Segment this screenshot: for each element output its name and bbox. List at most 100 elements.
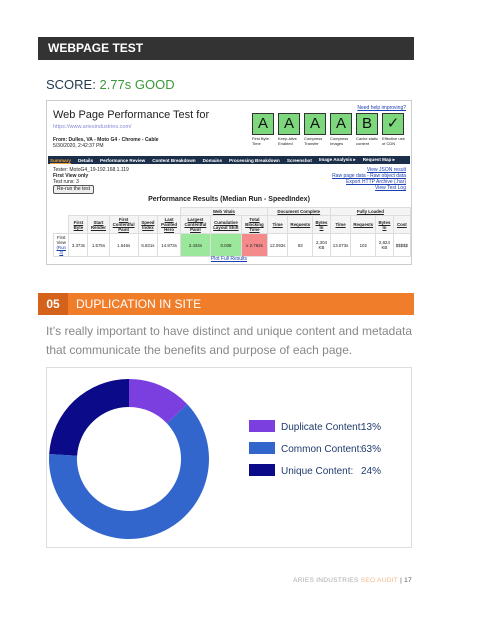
screenshot: Web Page Performance Test for https://ww… [46, 100, 412, 265]
grade: A [304, 113, 326, 135]
column-header: Time [329, 215, 352, 234]
table-value: 2,304 KB [312, 233, 331, 257]
table-row: Web Vitals Document Complete Fully Loaded [54, 207, 412, 216]
column-header: Cost [392, 215, 412, 234]
column-header: Cumulative Layout Shift [209, 215, 243, 234]
wpt-date: 5/30/2020, 2:42:37 PM [53, 143, 104, 149]
table-value: 1.575s [87, 233, 110, 257]
pie-slice [129, 379, 188, 424]
column-header: Bytes In [375, 215, 394, 234]
row-label: First View (Run 3) [52, 233, 70, 257]
result-link: Export HTTP Archive (.har) [346, 179, 406, 185]
score-label: SCORE: [46, 77, 96, 92]
group-header: Web Vitals [180, 207, 268, 216]
wpt-title: Web Page Performance Test for [53, 109, 210, 121]
table-value: 6.831s [137, 233, 159, 257]
legend-label: Unique Content: [281, 466, 353, 477]
wpt-view: First View only [53, 173, 89, 179]
table-value: 14.873s [157, 233, 182, 257]
value-label: 13% [361, 422, 381, 433]
column-header: Speed Index [137, 215, 159, 234]
wpt-help: Need help improving? [357, 105, 406, 111]
table-value: 93 [287, 233, 314, 257]
group-header: Fully Loaded [329, 207, 412, 216]
column-header: Largest Contentful Paint [180, 215, 211, 234]
footer-page: | 17 [400, 577, 412, 584]
wpt-from: From: Dulles, VA - Moto G4 - Chrome - Ca… [53, 137, 159, 143]
chart: Duplicate Content:13% Common Content:63% U… [48, 379, 381, 539]
section-bar: 05 DUPLICATION IN SITE [38, 293, 414, 315]
grade: B [356, 113, 378, 135]
tab: Processing Breakdown [229, 157, 280, 163]
column-header: Requests [287, 215, 314, 234]
tab: Domains [202, 157, 223, 163]
table-value: 13.073s [329, 233, 352, 257]
legend-label: Duplicate Content: [281, 422, 363, 433]
grade-label: Effective use of CDN [382, 136, 405, 146]
tabs: Summary Details Performance Review Content … [48, 156, 410, 164]
table-row: First Byte Start Render First Contentful P… [54, 215, 412, 234]
grade-label: Cache static content [356, 136, 379, 146]
column-header: Last Painted Hero [157, 215, 182, 234]
tab: Image Analysis ▸ [318, 157, 356, 162]
grade: A [330, 113, 352, 135]
legend-swatch [249, 464, 275, 476]
table-value: 1.546s [108, 233, 139, 257]
grade-label: First Byte Time [252, 136, 269, 146]
table-row: First View (Run 3) 3.373s 1.575s 1.546s 6.831… [52, 233, 412, 257]
results-title: Performance Results (Median Run - SpeedI… [148, 196, 310, 203]
footer-company: ARIES INDUSTRIES [293, 577, 359, 584]
section-header: WEBPAGE TEST [38, 37, 414, 60]
wpt-tester: Tester: MotoG4_19-192.168.1.119 [53, 167, 129, 173]
tab: Performance Review [100, 157, 146, 163]
wpt-runs: Test runs: 3 [53, 179, 79, 185]
grade: A [252, 113, 274, 135]
results-table: Web Vitals Document Complete Fully Loaded F… [52, 207, 412, 257]
table-cell [54, 216, 69, 234]
legend-swatch [249, 420, 275, 432]
result-link: View Test Log [375, 185, 406, 191]
result-link: View JSON result [366, 167, 406, 173]
score: SCORE: 2.77s GOOD [46, 77, 175, 92]
pie-slice [48, 404, 209, 539]
column-header: Time [266, 215, 289, 234]
table-value: 3.373s [68, 233, 89, 257]
tab: Summary [50, 157, 71, 163]
column-header: Total Blocking Time [241, 215, 268, 234]
plot-link: Plot Full Results [210, 256, 248, 262]
table-value: ≥ 2.762s [241, 233, 268, 257]
section-title: DUPLICATION IN SITE [76, 297, 202, 311]
grade-label: Compress Transfer [304, 136, 323, 146]
column-header: Bytes In [312, 215, 331, 234]
value-label: 63% [361, 444, 381, 455]
column-header: First Byte [68, 215, 89, 234]
column-header: First Contentful Paint [108, 215, 139, 234]
table-cell [54, 208, 181, 216]
column-header: Requests [350, 215, 377, 234]
chart-box: Duplicate Content: 13% Common Content: 63% U… [46, 367, 412, 548]
grade-label: Keep-alive Enabled [278, 136, 297, 146]
legend-label: Common Content: [281, 444, 362, 455]
result-link: Raw page data - Raw object data [332, 173, 406, 179]
score-value: 2.77s GOOD [99, 77, 175, 92]
grade: A [278, 113, 300, 135]
footer: ARIES INDUSTRIES SEO AUDIT | 17 [293, 577, 412, 584]
paragraph: It’s really important to have distinct a… [46, 324, 413, 357]
footer-report: SEO AUDIT [360, 577, 398, 584]
rerun-button: Re-run the test [53, 185, 95, 194]
table-value: $$$$$ [392, 233, 412, 257]
tab: Screenshot [286, 157, 312, 163]
row-label-text: First View [56, 235, 66, 245]
grade-label: Compress Images [330, 136, 349, 146]
tab: Details [77, 157, 94, 163]
grade: ✓ [382, 113, 404, 135]
tab: Request Map ▸ [362, 157, 395, 162]
pie-slice [49, 379, 129, 456]
column-header: Start Render [87, 215, 110, 234]
table-value: 12.093s [266, 233, 289, 257]
row-run: (Run 3) [56, 245, 66, 255]
section-number: 05 [38, 293, 68, 315]
table-value: 2.434s [180, 233, 211, 257]
value-label: 24% [361, 466, 381, 477]
